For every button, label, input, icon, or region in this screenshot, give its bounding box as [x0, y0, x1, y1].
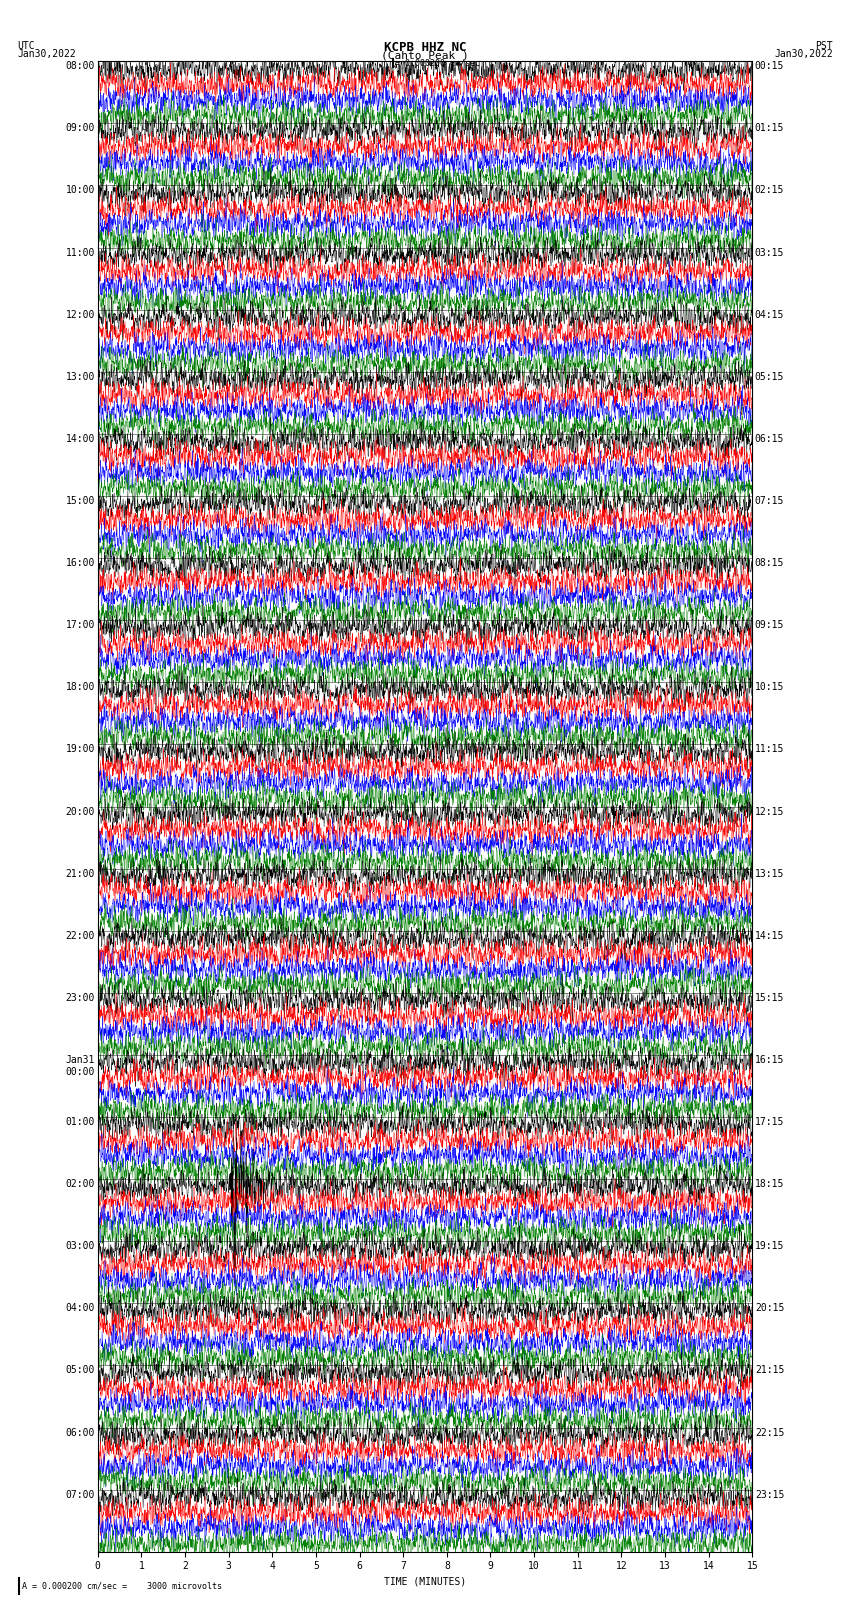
Text: 17:00: 17:00 [65, 621, 95, 631]
Text: 10:15: 10:15 [755, 682, 785, 692]
Text: 20:15: 20:15 [755, 1303, 785, 1313]
Text: 14:00: 14:00 [65, 434, 95, 444]
Text: 07:00: 07:00 [65, 1490, 95, 1500]
Text: A = 0.000200 cm/sec =    3000 microvolts: A = 0.000200 cm/sec = 3000 microvolts [22, 1581, 222, 1590]
X-axis label: TIME (MINUTES): TIME (MINUTES) [384, 1578, 466, 1587]
Text: 13:00: 13:00 [65, 373, 95, 382]
Text: Jan30,2022: Jan30,2022 [774, 50, 833, 60]
Text: 08:15: 08:15 [755, 558, 785, 568]
Text: Jan30,2022: Jan30,2022 [17, 50, 76, 60]
Text: 12:00: 12:00 [65, 310, 95, 319]
Text: 19:00: 19:00 [65, 745, 95, 755]
Text: PST: PST [815, 40, 833, 52]
Text: 02:00: 02:00 [65, 1179, 95, 1189]
Text: 09:00: 09:00 [65, 124, 95, 134]
Text: 16:15: 16:15 [755, 1055, 785, 1065]
Text: 10:00: 10:00 [65, 185, 95, 195]
Text: 03:00: 03:00 [65, 1242, 95, 1252]
Text: 02:15: 02:15 [755, 185, 785, 195]
Text: 20:00: 20:00 [65, 806, 95, 816]
Text: 22:15: 22:15 [755, 1428, 785, 1437]
Text: 12:15: 12:15 [755, 806, 785, 816]
Text: 11:00: 11:00 [65, 248, 95, 258]
Text: 15:00: 15:00 [65, 497, 95, 506]
Text: 15:15: 15:15 [755, 994, 785, 1003]
Text: 05:15: 05:15 [755, 373, 785, 382]
Text: = 0.000200 cm/sec: = 0.000200 cm/sec [395, 58, 480, 68]
Text: 05:00: 05:00 [65, 1365, 95, 1376]
Text: 18:15: 18:15 [755, 1179, 785, 1189]
Text: 23:00: 23:00 [65, 994, 95, 1003]
Text: 06:15: 06:15 [755, 434, 785, 444]
Text: 19:15: 19:15 [755, 1242, 785, 1252]
Text: 21:15: 21:15 [755, 1365, 785, 1376]
Text: 04:00: 04:00 [65, 1303, 95, 1313]
Text: UTC: UTC [17, 40, 35, 52]
Text: 04:15: 04:15 [755, 310, 785, 319]
Text: Jan31
00:00: Jan31 00:00 [65, 1055, 95, 1076]
Text: 22:00: 22:00 [65, 931, 95, 940]
Text: 18:00: 18:00 [65, 682, 95, 692]
Text: 16:00: 16:00 [65, 558, 95, 568]
Text: KCPB HHZ NC: KCPB HHZ NC [383, 40, 467, 55]
Text: 01:00: 01:00 [65, 1118, 95, 1127]
Text: 08:00: 08:00 [65, 61, 95, 71]
Text: 21:00: 21:00 [65, 869, 95, 879]
Text: 01:15: 01:15 [755, 124, 785, 134]
Text: 00:15: 00:15 [755, 61, 785, 71]
Text: 09:15: 09:15 [755, 621, 785, 631]
Text: 14:15: 14:15 [755, 931, 785, 940]
Text: 13:15: 13:15 [755, 869, 785, 879]
Text: 07:15: 07:15 [755, 497, 785, 506]
Text: 23:15: 23:15 [755, 1490, 785, 1500]
Text: (Cahto Peak ): (Cahto Peak ) [381, 50, 469, 61]
Text: 11:15: 11:15 [755, 745, 785, 755]
Text: 06:00: 06:00 [65, 1428, 95, 1437]
Text: 03:15: 03:15 [755, 248, 785, 258]
Text: 17:15: 17:15 [755, 1118, 785, 1127]
